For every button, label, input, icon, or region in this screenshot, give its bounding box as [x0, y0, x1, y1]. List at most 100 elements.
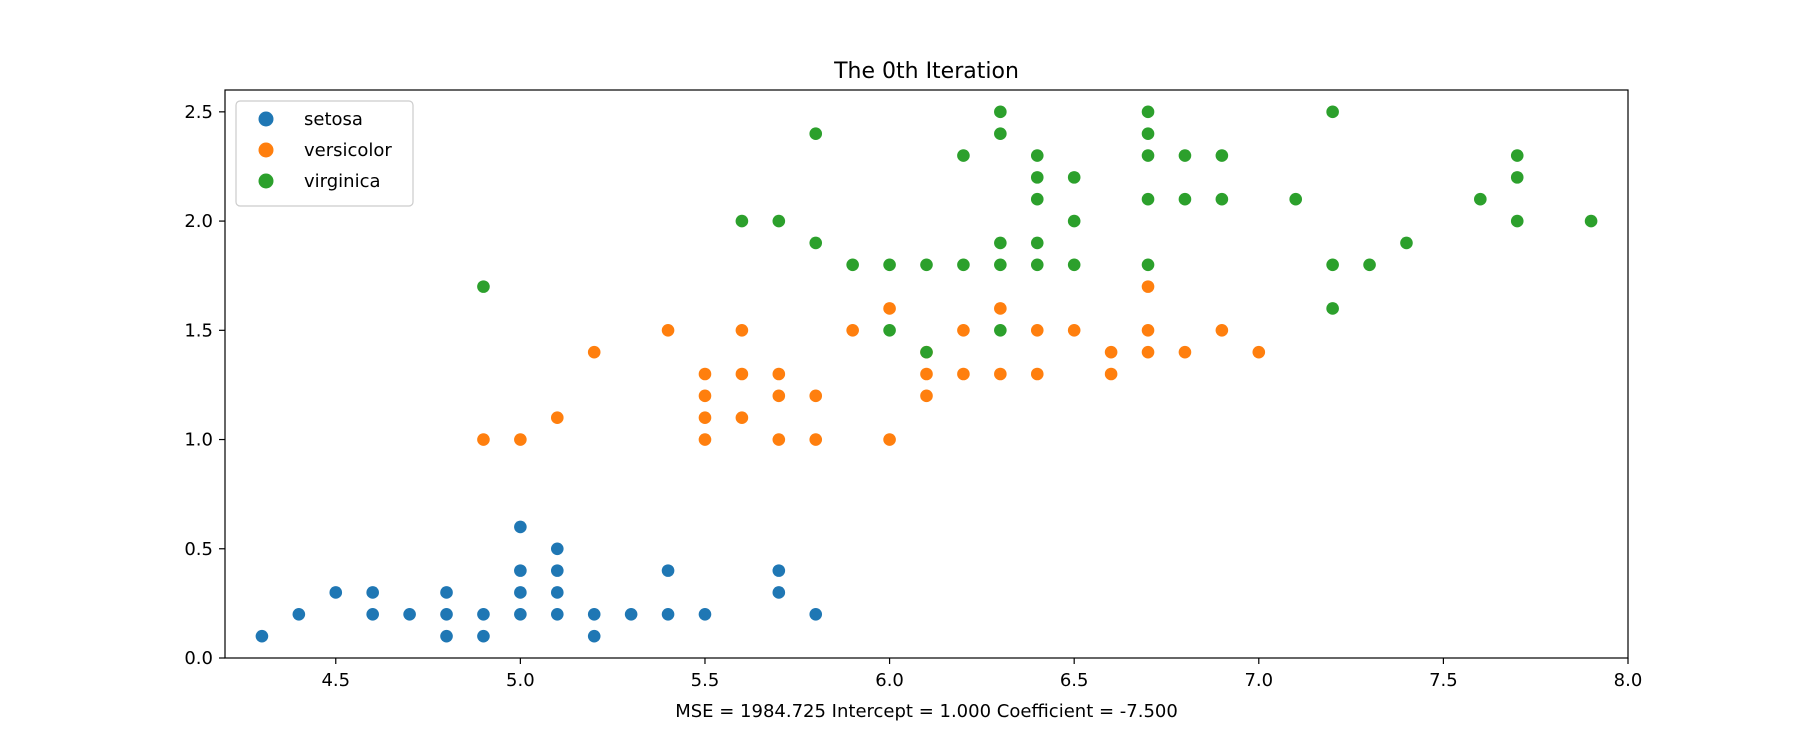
legend-box: [235, 100, 414, 207]
virginica-point: [1178, 192, 1192, 206]
series-setosa: [255, 520, 823, 643]
setosa-point: [550, 564, 564, 577]
versicolor-point: [698, 367, 712, 381]
versicolor-point: [1104, 367, 1118, 381]
virginica-point: [1067, 214, 1081, 228]
versicolor-point: [957, 367, 970, 381]
versicolor-point: [883, 433, 896, 446]
virginica-point: [1363, 258, 1376, 272]
x-axis-label: MSE = 1984.725 Intercept = 1.000 Coeffic…: [675, 701, 1178, 722]
versicolor-point: [1252, 345, 1266, 359]
virginica-point: [1141, 192, 1155, 206]
setosa-point: [514, 520, 527, 534]
virginica-point: [772, 214, 786, 228]
setosa-point: [550, 542, 564, 556]
versicolor-point: [698, 411, 712, 424]
versicolor-point: [661, 324, 675, 337]
y-tick-label: 1.5: [184, 320, 213, 341]
versicolor-point: [1141, 324, 1155, 337]
versicolor-point: [994, 302, 1007, 315]
virginica-point: [994, 127, 1007, 140]
legend-item-setosa: setosa: [258, 109, 363, 130]
virginica-point: [1215, 192, 1229, 206]
versicolor-point: [920, 389, 933, 403]
virginica-point: [846, 258, 859, 272]
plot-area: [255, 105, 1598, 643]
versicolor-point: [698, 433, 712, 446]
setosa-point: [550, 586, 564, 599]
setosa-point: [329, 586, 343, 599]
virginica-point: [1326, 258, 1339, 272]
versicolor-point: [883, 302, 896, 315]
x-tick-label: 5.0: [506, 670, 535, 691]
versicolor-point: [772, 367, 786, 381]
y-tick-label: 0.0: [184, 648, 213, 669]
versicolor-point: [698, 389, 712, 403]
versicolor-point: [1141, 280, 1155, 293]
virginica-point: [809, 236, 823, 250]
virginica-point: [994, 105, 1007, 119]
setosa-point: [477, 629, 490, 643]
virginica-point: [1067, 258, 1081, 272]
virginica-point: [1030, 258, 1044, 272]
virginica-point: [1067, 171, 1081, 184]
virginica-point: [1400, 236, 1413, 250]
virginica-point: [809, 127, 823, 140]
versicolor-point: [1178, 345, 1192, 359]
y-tick-label: 1.0: [184, 430, 213, 451]
setosa-point: [772, 586, 786, 599]
axes-frame: [224, 89, 1629, 659]
versicolor-point: [1067, 324, 1081, 337]
setosa-point: [440, 629, 453, 643]
setosa-point: [624, 608, 638, 621]
virginica-point: [883, 324, 896, 337]
versicolor-point: [772, 389, 786, 403]
x-axis: 4.5 5.0 5.5 6.0 6.5 7.0 7.5 8.0: [321, 658, 1642, 691]
virginica-point: [1141, 149, 1155, 162]
setosa-point: [587, 629, 601, 643]
x-tick-label: 6.0: [875, 670, 904, 691]
series-virginica: [477, 105, 1598, 359]
virginica-point: [920, 258, 933, 272]
legend-marker: [258, 142, 274, 158]
virginica-point: [1141, 105, 1155, 119]
legend-item-virginica: virginica: [258, 171, 381, 192]
versicolor-point: [1104, 345, 1118, 359]
virginica-point: [957, 258, 970, 272]
versicolor-point: [1141, 345, 1155, 359]
versicolor-point: [957, 324, 970, 337]
versicolor-point: [1215, 324, 1229, 337]
x-tick-label: 5.5: [691, 670, 720, 691]
versicolor-point: [587, 345, 601, 359]
versicolor-point: [514, 433, 527, 446]
versicolor-point: [920, 367, 933, 381]
setosa-point: [772, 564, 786, 577]
x-tick-label: 7.0: [1244, 670, 1273, 691]
setosa-point: [661, 564, 675, 577]
virginica-point: [1030, 192, 1044, 206]
x-tick-label: 7.5: [1429, 670, 1458, 691]
virginica-point: [1584, 214, 1598, 228]
virginica-point: [1474, 192, 1487, 206]
versicolor-point: [477, 433, 490, 446]
setosa-point: [366, 608, 379, 621]
virginica-point: [994, 324, 1007, 337]
setosa-point: [514, 586, 527, 599]
versicolor-point: [735, 367, 749, 381]
versicolor-point: [735, 411, 749, 424]
versicolor-point: [1030, 324, 1044, 337]
setosa-point: [440, 608, 453, 621]
y-tick-label: 2.0: [184, 211, 213, 232]
versicolor-point: [1030, 367, 1044, 381]
setosa-point: [514, 564, 527, 577]
y-tick-label: 0.5: [184, 539, 213, 560]
legend-label: versicolor: [304, 140, 392, 161]
x-tick-label: 6.5: [1060, 670, 1089, 691]
y-tick-label: 2.5: [184, 102, 213, 123]
chart-title: The 0th Iteration: [833, 59, 1019, 84]
virginica-point: [1030, 236, 1044, 250]
virginica-point: [1030, 149, 1044, 162]
x-tick-label: 8.0: [1614, 670, 1643, 691]
setosa-point: [809, 608, 823, 621]
x-tick-label: 4.5: [321, 670, 350, 691]
